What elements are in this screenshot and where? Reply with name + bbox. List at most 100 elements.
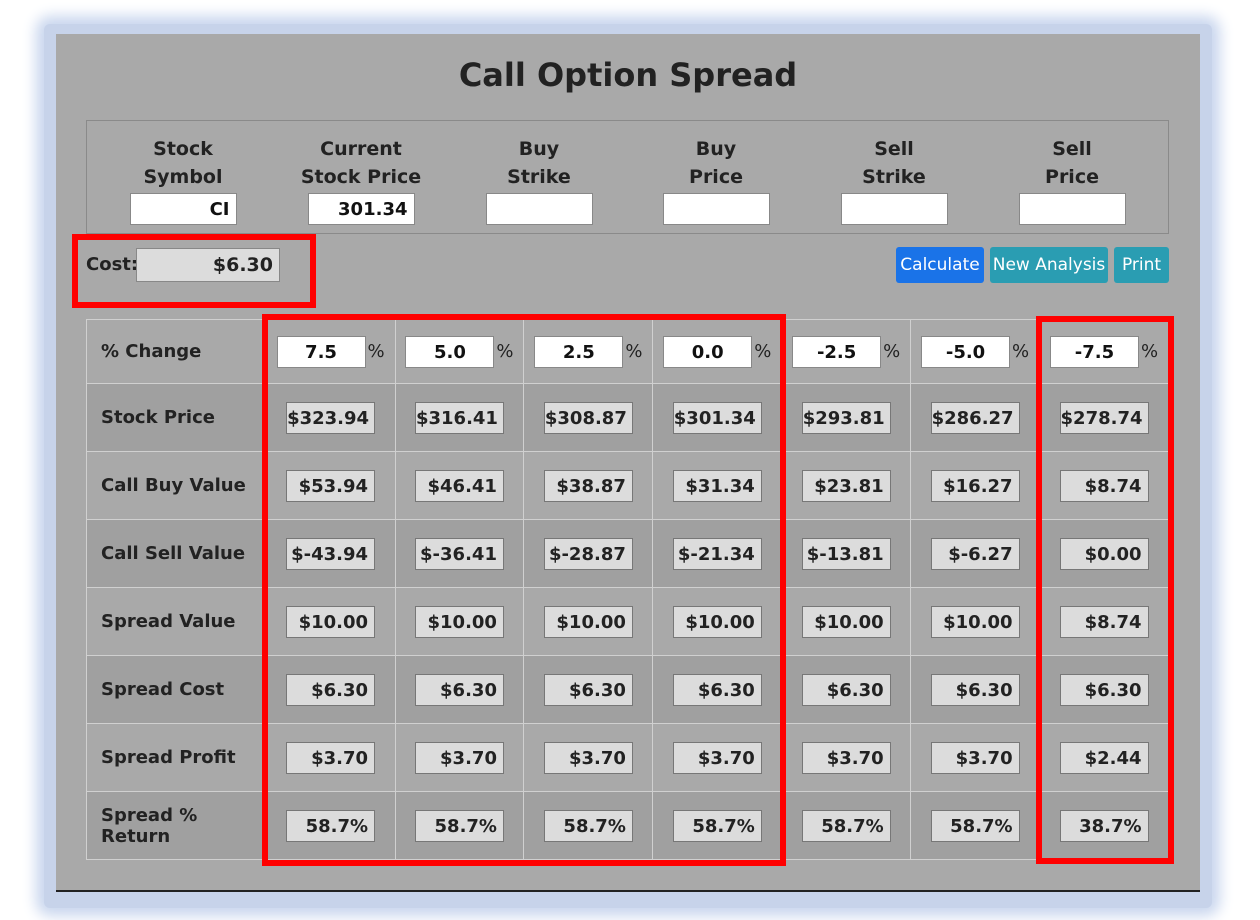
current-price-label: Current Stock Price (300, 138, 422, 188)
value-cell: $10.00 (930, 605, 1020, 638)
sell-price-input[interactable] (1018, 193, 1126, 225)
percent-change-row: % Change 7.5% 5.0% 2.5% 0.0% -2.5% -5.0%… (86, 319, 1169, 384)
value-cell: $6.30 (543, 673, 633, 706)
percent-sign: % (1140, 341, 1159, 362)
calculator-panel: Call Option Spread Stock Symbol Current … (56, 34, 1200, 892)
buy-price-field: Buy Price (636, 135, 796, 225)
input-section: Stock Symbol Current Stock Price Buy Str… (86, 120, 1169, 234)
call-sell-value-row: Call Sell Value $-43.94 $-36.41 $-28.87 … (86, 519, 1169, 588)
value-cell: $10.00 (672, 605, 762, 638)
value-cell: $8.74 (1059, 605, 1149, 638)
percent-change-input[interactable]: 5.0 (405, 335, 495, 368)
value-cell: 58.7% (801, 809, 891, 842)
value-cell: $316.41 (414, 401, 504, 434)
value-cell: $0.00 (1059, 537, 1149, 570)
calculate-button[interactable]: Calculate (896, 247, 984, 283)
buy-strike-label: Buy Strike (507, 138, 571, 188)
row-label: Call Buy Value (86, 451, 267, 520)
percent-sign: % (754, 341, 772, 362)
value-cell: $31.34 (672, 469, 762, 502)
percent-change-input[interactable]: 0.0 (663, 335, 753, 368)
percent-change-input[interactable]: 7.5 (276, 335, 366, 368)
value-cell: $6.30 (930, 673, 1020, 706)
percent-sign: % (1012, 341, 1030, 362)
cost-value: $6.30 (136, 248, 280, 282)
stock-symbol-field: Stock Symbol (103, 135, 263, 225)
current-price-input[interactable] (307, 193, 415, 225)
buy-strike-field: Buy Strike (459, 135, 619, 225)
value-cell: $-21.34 (672, 537, 762, 570)
percent-change-input[interactable]: -7.5 (1049, 335, 1139, 368)
buy-price-input[interactable] (662, 193, 770, 225)
value-cell: $6.30 (801, 673, 891, 706)
buy-strike-input[interactable] (485, 193, 593, 225)
new-analysis-button[interactable]: New Analysis (990, 247, 1108, 283)
value-cell: 58.7% (543, 809, 633, 842)
value-cell: $3.70 (672, 741, 762, 774)
value-cell: $-28.87 (543, 537, 633, 570)
sell-strike-input[interactable] (840, 193, 948, 225)
value-cell: $38.87 (543, 469, 633, 502)
value-cell: $-13.81 (801, 537, 891, 570)
results-grid: % Change 7.5% 5.0% 2.5% 0.0% -2.5% -5.0%… (86, 319, 1169, 860)
value-cell: $16.27 (930, 469, 1020, 502)
row-label: Stock Price (86, 383, 267, 452)
value-cell: $293.81 (801, 401, 891, 434)
page-title: Call Option Spread (458, 56, 798, 94)
value-cell: $286.27 (930, 401, 1020, 434)
cost-label: Cost: (86, 254, 139, 275)
current-price-field: Current Stock Price (281, 135, 441, 225)
row-label: % Change (86, 319, 267, 384)
sell-price-field: Sell Price (992, 135, 1152, 225)
value-cell: $6.30 (286, 673, 376, 706)
value-cell: $6.30 (414, 673, 504, 706)
value-cell: $23.81 (801, 469, 891, 502)
percent-sign: % (496, 341, 514, 362)
sell-strike-label: Sell Strike (862, 138, 926, 188)
print-button[interactable]: Print (1114, 247, 1169, 283)
percent-change-input[interactable]: -5.0 (921, 335, 1011, 368)
percent-sign: % (367, 341, 385, 362)
value-cell: $10.00 (543, 605, 633, 638)
percent-change-input[interactable]: -2.5 (792, 335, 882, 368)
value-cell: $6.30 (672, 673, 762, 706)
stock-symbol-input[interactable] (129, 193, 237, 225)
value-cell: $10.00 (286, 605, 376, 638)
value-cell: $10.00 (414, 605, 504, 638)
panel-bottom-border (56, 890, 1200, 892)
value-cell: $301.34 (672, 401, 762, 434)
value-cell: $3.70 (286, 741, 376, 774)
percent-change-input[interactable]: 2.5 (534, 335, 624, 368)
value-cell: $8.74 (1059, 469, 1149, 502)
value-cell: $2.44 (1059, 741, 1149, 774)
value-cell: 58.7% (414, 809, 504, 842)
stock-symbol-label: Stock Symbol (143, 138, 223, 188)
value-cell: 58.7% (672, 809, 762, 842)
value-cell: $-36.41 (414, 537, 504, 570)
spread-profit-row: Spread Profit $3.70 $3.70 $3.70 $3.70 $3… (86, 723, 1169, 792)
value-cell: $-6.27 (930, 537, 1020, 570)
row-label: Spread % Return (86, 791, 267, 860)
value-cell: $3.70 (801, 741, 891, 774)
value-cell: $-43.94 (286, 537, 376, 570)
sell-price-label: Sell Price (1045, 138, 1099, 188)
buy-price-label: Buy Price (689, 138, 743, 188)
percent-sign: % (883, 341, 901, 362)
value-cell: $278.74 (1059, 401, 1149, 434)
value-cell: $6.30 (1059, 673, 1149, 706)
value-cell: $46.41 (414, 469, 504, 502)
value-cell: 38.7% (1059, 809, 1149, 842)
value-cell: $3.70 (414, 741, 504, 774)
value-cell: $3.70 (543, 741, 633, 774)
row-label: Spread Value (86, 587, 267, 656)
value-cell: $3.70 (930, 741, 1020, 774)
value-cell: 58.7% (286, 809, 376, 842)
call-buy-value-row: Call Buy Value $53.94 $46.41 $38.87 $31.… (86, 451, 1169, 520)
sell-strike-field: Sell Strike (814, 135, 974, 225)
row-label: Call Sell Value (86, 519, 267, 588)
spread-return-row: Spread % Return 58.7% 58.7% 58.7% 58.7% … (86, 791, 1169, 860)
value-cell: $308.87 (543, 401, 633, 434)
row-label: Spread Cost (86, 655, 267, 724)
value-cell: $323.94 (286, 401, 376, 434)
percent-sign: % (625, 341, 643, 362)
